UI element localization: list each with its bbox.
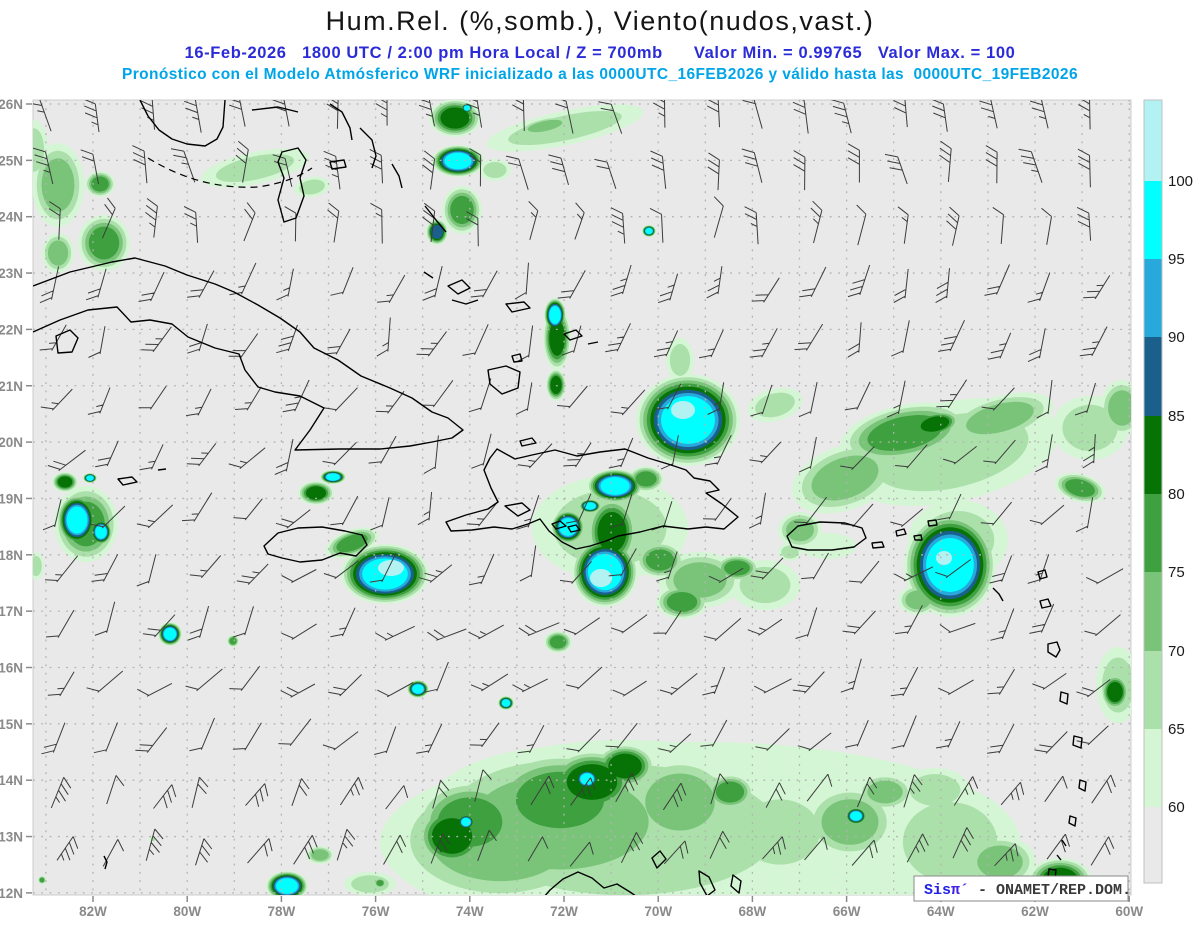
lon-tick-label: 82W [79, 904, 107, 919]
colorbar-value-label: 95 [1168, 251, 1185, 268]
lon-tick-label: 76W [362, 904, 390, 919]
lat-tick-label: 26N [0, 97, 23, 112]
colorbar-value-label: 65 [1168, 721, 1185, 738]
coastlines [33, 100, 1087, 895]
colorbar-legend: 100 95 90 85 80 75 70 65 60 [1143, 99, 1193, 884]
lat-tick-label: 21N [0, 379, 23, 394]
watermark-text: Sisπ´ - ONAMET/REP.DOM. [924, 882, 1131, 899]
colorbar-value-label: 100 [1168, 173, 1193, 190]
colorbar-value-label: 90 [1168, 329, 1185, 346]
lat-tick-label: 12N [0, 886, 23, 901]
lat-tick-label: 14N [0, 773, 23, 788]
lon-tick-label: 66W [833, 904, 861, 919]
watermark: Sisπ´ - ONAMET/REP.DOM. [913, 875, 1131, 902]
axis-labels: 26N 25N 24N 23N 22N 21N 20N 19N 18N 17N 16N 15N 14N 1… [0, 97, 1143, 919]
lon-tick-label: 62W [1021, 904, 1049, 919]
lat-tick-label: 25N [0, 153, 23, 168]
forecast-datetime-line: 16-Feb-2026 1800 UTC / 2:00 pm Hora Loca… [184, 44, 1016, 62]
wind-barbs-layer [33, 100, 1124, 867]
lon-tick-label: 72W [550, 904, 578, 919]
colorbar-value-label: 75 [1168, 564, 1185, 581]
model-info-line: Pronóstico con el Modelo Atmósferico WRF… [122, 66, 1078, 83]
humidity-shading-layer [33, 100, 1131, 895]
lon-tick-label: 70W [644, 904, 672, 919]
lat-tick-label: 22N [0, 322, 23, 337]
lat-tick-label: 17N [0, 604, 23, 619]
grid-lines [33, 100, 1131, 895]
lat-tick-label: 19N [0, 491, 23, 506]
lat-tick-label: 23N [0, 266, 23, 281]
page-title: Hum.Rel. (%,somb.), Viento(nudos,vast.) [325, 6, 875, 36]
lon-tick-label: 68W [739, 904, 767, 919]
colorbar-value-label: 85 [1168, 408, 1185, 425]
map-clipped-layers [33, 100, 1131, 895]
lat-tick-label: 16N [0, 661, 23, 676]
lon-tick-label: 74W [456, 904, 484, 919]
colorbar-value-label: 60 [1168, 799, 1185, 816]
lat-tick-label: 15N [0, 717, 23, 732]
lat-tick-label: 13N [0, 830, 23, 845]
florida-keys-chain [147, 157, 313, 188]
lat-tick-label: 24N [0, 210, 23, 225]
colorbar-value-label: 70 [1168, 643, 1185, 660]
lon-tick-label: 64W [927, 904, 955, 919]
colorbar-value-label: 80 [1168, 486, 1185, 503]
lat-tick-label: 20N [0, 435, 23, 450]
lon-tick-label: 80W [173, 904, 201, 919]
header: Hum.Rel. (%,somb.), Viento(nudos,vast.) … [0, 0, 1200, 84]
lat-tick-label: 18N [0, 548, 23, 563]
lon-tick-label: 78W [268, 904, 296, 919]
lon-tick-label: 60W [1115, 904, 1143, 919]
